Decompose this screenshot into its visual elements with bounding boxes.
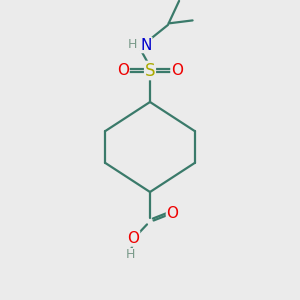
Text: N: N (140, 38, 152, 52)
Text: O: O (128, 231, 140, 246)
Text: O: O (117, 63, 129, 78)
Text: H: H (126, 248, 135, 262)
Text: O: O (167, 206, 178, 220)
Text: H: H (128, 38, 138, 52)
Text: S: S (145, 61, 155, 80)
Text: O: O (171, 63, 183, 78)
